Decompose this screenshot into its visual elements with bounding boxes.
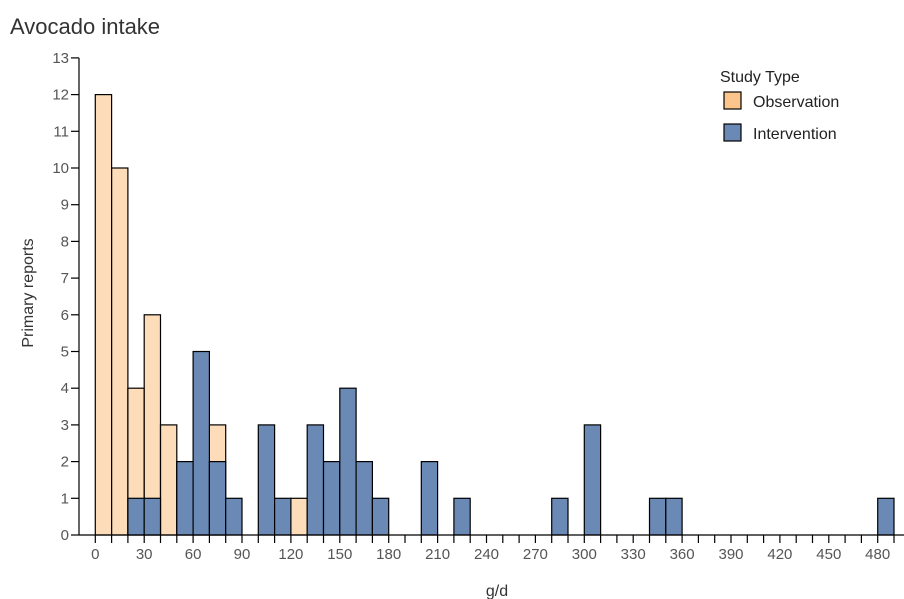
x-axis-label: g/d — [486, 583, 508, 599]
x-tick-label-450: 450 — [816, 546, 841, 563]
y-tick-label-3: 3 — [61, 417, 69, 434]
y-tick-label-4: 4 — [61, 380, 69, 397]
intervention-bar-170 — [371, 497, 390, 536]
observation-bar-0 — [94, 93, 113, 536]
intervention-bar-140 — [322, 461, 341, 536]
x-tick-label-240: 240 — [474, 546, 499, 563]
y-tick-label-1: 1 — [61, 490, 69, 507]
intervention-bar-340 — [648, 497, 667, 536]
intervention-bar-350 — [665, 497, 683, 536]
legend-swatch-intervention — [723, 123, 742, 142]
chart-title: Avocado intake — [10, 14, 160, 39]
x-tick-label-330: 330 — [621, 546, 646, 563]
x-tick-label-180: 180 — [376, 546, 401, 563]
x-tick-label-150: 150 — [327, 546, 352, 563]
intervention-bar-100 — [257, 424, 276, 536]
y-tick-label-0: 0 — [61, 527, 69, 544]
y-tick-label-6: 6 — [61, 307, 69, 324]
intervention-bar-20 — [127, 497, 145, 536]
intervention-bar-70 — [208, 461, 227, 536]
x-tick-label-120: 120 — [278, 546, 303, 563]
intervention-bar-200 — [420, 461, 439, 536]
x-tick-label-270: 270 — [523, 546, 548, 563]
intervention-bar-300 — [583, 424, 602, 536]
intervention-bar-30 — [143, 497, 162, 536]
y-tick-label-9: 9 — [61, 197, 69, 214]
intervention-bar-160 — [355, 461, 374, 536]
observation-bar-10 — [110, 167, 129, 536]
x-tick-label-90: 90 — [234, 546, 251, 563]
observation-bar-120 — [290, 497, 308, 536]
y-tick-label-12: 12 — [52, 87, 69, 104]
intervention-bar-220 — [453, 497, 471, 536]
intervention-bar-480 — [877, 497, 895, 536]
y-tick-label-10: 10 — [52, 160, 69, 177]
x-tick-label-60: 60 — [185, 546, 202, 563]
x-tick-label-300: 300 — [572, 546, 597, 563]
y-tick-label-13: 13 — [52, 50, 69, 67]
x-tick-label-0: 0 — [91, 546, 99, 563]
intervention-bar-50 — [176, 461, 194, 536]
intervention-bar-150 — [339, 387, 357, 536]
x-tick-label-480: 480 — [865, 546, 890, 563]
y-tick-label-7: 7 — [61, 270, 69, 287]
x-tick-label-420: 420 — [767, 546, 792, 563]
legend-title: Study Type — [720, 69, 800, 86]
x-axis-ticks: 0 30 60 90 120 150 180 210 240 270 300 330 360 390 420… — [91, 535, 895, 563]
intervention-bar-80 — [225, 497, 243, 536]
x-tick-label-390: 390 — [718, 546, 743, 563]
legend-swatch-observation — [723, 91, 742, 110]
intervention-bars — [127, 350, 895, 536]
y-tick-label-2: 2 — [61, 454, 69, 471]
intervention-bar-60 — [192, 350, 211, 536]
intervention-bar-130 — [306, 424, 325, 536]
y-tick-label-11: 11 — [53, 123, 69, 140]
y-tick-label-8: 8 — [61, 233, 69, 250]
x-tick-label-210: 210 — [425, 546, 450, 563]
intervention-bar-280 — [551, 497, 569, 536]
legend-label-intervention: Intervention — [753, 126, 837, 143]
y-tick-label-5: 5 — [61, 344, 69, 361]
intervention-bar-110 — [274, 497, 292, 536]
x-tick-label-360: 360 — [670, 546, 695, 563]
observation-bar-40 — [159, 424, 178, 536]
legend: Study Type Observation Intervention — [720, 69, 839, 143]
y-axis-label: Primary reports — [20, 238, 37, 347]
legend-label-observation: Observation — [753, 94, 839, 111]
x-tick-label-30: 30 — [136, 546, 153, 563]
